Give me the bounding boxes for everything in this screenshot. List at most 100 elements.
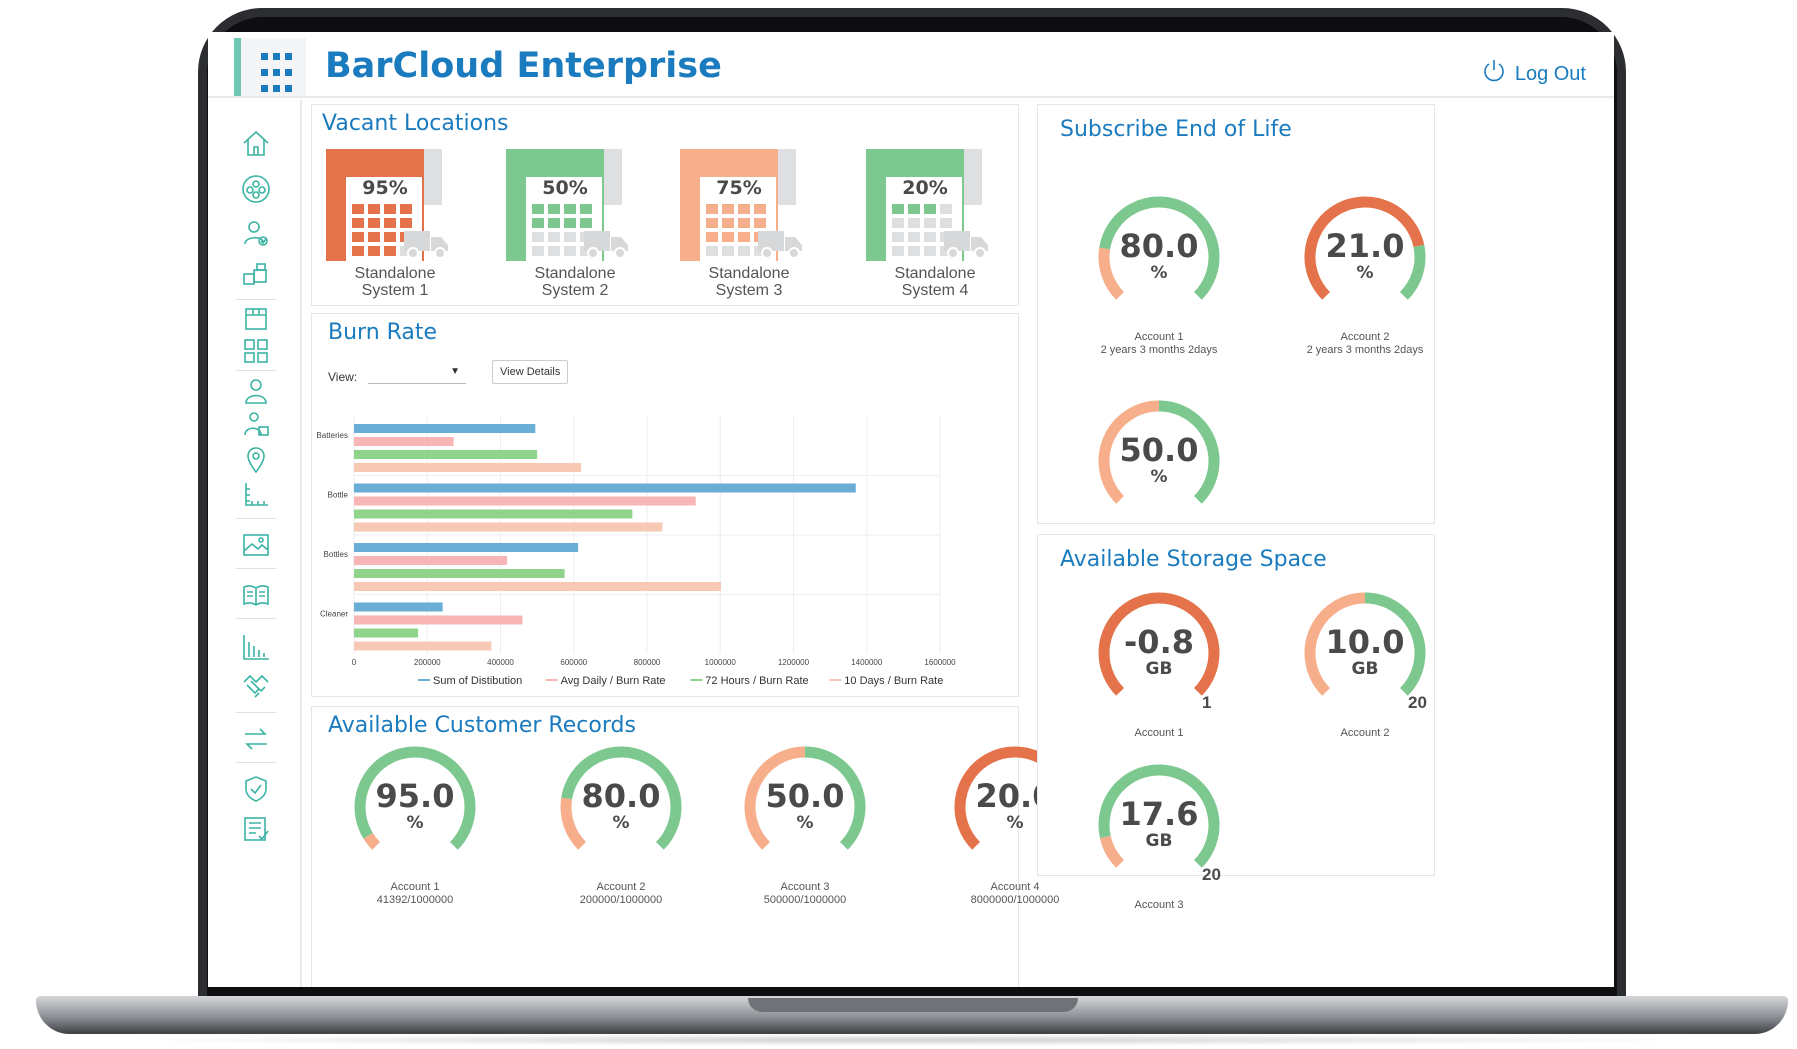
legend-label: 72 Hours / Burn Rate bbox=[705, 675, 808, 687]
location-pin-icon[interactable] bbox=[241, 445, 271, 475]
gauge-arc bbox=[1098, 400, 1220, 504]
legend-label: Sum of Distibution bbox=[433, 675, 522, 687]
legend-label: 10 Days / Burn Rate bbox=[844, 675, 943, 687]
gauge-value-arc bbox=[1098, 764, 1220, 868]
burn-rate-chart: 0 200000 400000 600000 800000 1000000 1200000 1… bbox=[316, 416, 956, 687]
gauge-unit: % bbox=[612, 813, 630, 833]
shield-check-icon[interactable] bbox=[241, 774, 271, 804]
bar bbox=[354, 437, 454, 446]
gauge-sublabel: 2 years 3 months 2days bbox=[1100, 344, 1218, 356]
gauge-sublabel: 8000000/1000000 bbox=[970, 894, 1060, 906]
bar bbox=[354, 582, 721, 591]
view-select[interactable]: ▼ bbox=[368, 362, 466, 384]
bar-chart-icon[interactable] bbox=[241, 632, 271, 662]
checklist-icon[interactable] bbox=[241, 814, 271, 844]
building-icon: 95% bbox=[326, 149, 464, 261]
end-of-life-title: Subscribe End of Life bbox=[1060, 117, 1292, 142]
burn-rate-title: Burn Rate bbox=[328, 320, 438, 345]
gauge: 17.6 GB 20 Account 3 bbox=[1082, 763, 1236, 912]
gauge: 95.0% Account 1 41392/1000000 bbox=[338, 745, 492, 907]
customer-records-panel: Available Customer Records 95.0% Account … bbox=[311, 706, 1076, 987]
gauge-value-arc bbox=[354, 746, 476, 850]
gauge-value: -0.8 bbox=[1124, 623, 1194, 661]
gauge-label: Account 2 bbox=[596, 881, 646, 893]
gauge-arc bbox=[560, 746, 682, 850]
power-icon bbox=[1481, 58, 1507, 90]
gauge-unit: % bbox=[796, 813, 814, 833]
gauge-value-arc bbox=[561, 746, 682, 850]
vacant-label-line2: System 3 bbox=[715, 282, 783, 299]
gauge-label: Account 2 bbox=[1340, 331, 1390, 343]
legend-label: Avg Daily / Burn Rate bbox=[561, 675, 666, 687]
vacant-locations-panel: Vacant Locations 95% Standalone System 1 50… bbox=[311, 104, 1019, 306]
gauge-unit: % bbox=[1356, 263, 1374, 283]
apps-menu-button[interactable] bbox=[234, 38, 306, 96]
transfer-icon[interactable] bbox=[241, 724, 271, 754]
grid-icon[interactable] bbox=[241, 336, 271, 366]
gauge-value: 50.0 bbox=[765, 777, 845, 815]
logout-button[interactable]: Log Out bbox=[1481, 58, 1586, 90]
gauge: -0.8 GB 1 Account 1 bbox=[1082, 591, 1236, 740]
vacant-label-line2: System 4 bbox=[901, 282, 969, 299]
gauge-remaining-arc bbox=[1099, 835, 1125, 868]
handshake-icon[interactable] bbox=[241, 672, 271, 702]
x-tick-label: 0 bbox=[352, 658, 357, 667]
community-icon[interactable] bbox=[241, 174, 271, 204]
gauge-remaining-arc bbox=[1304, 196, 1425, 300]
vacant-location-card: 50% Standalone System 2 bbox=[500, 149, 650, 299]
boxes-icon[interactable] bbox=[241, 260, 271, 290]
gauge-arc bbox=[1304, 592, 1426, 696]
gauge-value: 95.0 bbox=[375, 777, 455, 815]
category-label: Cleaner bbox=[320, 609, 348, 618]
gauge-remaining-arc bbox=[1098, 592, 1220, 696]
bar bbox=[354, 641, 492, 651]
ruler-icon[interactable] bbox=[241, 480, 271, 510]
book-icon[interactable] bbox=[241, 580, 271, 610]
gauge-arc bbox=[744, 746, 866, 850]
gauge-label: Account 1 bbox=[1134, 331, 1184, 343]
x-tick-label: 400000 bbox=[487, 658, 514, 667]
gauge-arc bbox=[1098, 196, 1220, 300]
gauge-remaining-arc bbox=[363, 832, 381, 850]
caret-down-icon: ▼ bbox=[450, 366, 460, 377]
gauge-unit: % bbox=[1150, 263, 1168, 283]
gauge-value-arc bbox=[1158, 400, 1220, 504]
view-label: View: bbox=[328, 370, 358, 384]
gauge-label: Account 1 bbox=[390, 881, 440, 893]
vacancy-percent: 95% bbox=[362, 177, 408, 199]
x-tick-label: 1600000 bbox=[924, 658, 956, 667]
view-details-button[interactable]: View Details bbox=[492, 360, 569, 384]
building-icon: 50% bbox=[506, 149, 644, 261]
image-icon[interactable] bbox=[241, 530, 271, 560]
gauge-unit: % bbox=[1006, 813, 1024, 833]
gauge-value: 17.6 bbox=[1119, 795, 1199, 833]
gauge-unit: GB bbox=[1145, 659, 1173, 679]
bar bbox=[354, 602, 443, 612]
bar bbox=[354, 569, 565, 578]
package-icon[interactable] bbox=[241, 304, 271, 334]
gauge-unit: GB bbox=[1351, 659, 1379, 679]
building-icon: 75% bbox=[680, 149, 818, 261]
gauge-max: 20 bbox=[1408, 693, 1427, 712]
vacant-location-card: 20% Standalone System 4 bbox=[860, 149, 1010, 299]
worker-icon[interactable] bbox=[241, 409, 271, 439]
laptop-notch bbox=[748, 998, 1078, 1012]
x-tick-label: 600000 bbox=[560, 658, 587, 667]
building-icon: 20% bbox=[866, 149, 1004, 261]
home-icon[interactable] bbox=[241, 128, 271, 158]
person-icon[interactable] bbox=[241, 376, 271, 406]
gauge-value: 80.0 bbox=[581, 777, 661, 815]
vacancy-percent: 75% bbox=[716, 177, 762, 199]
user-check-icon[interactable] bbox=[241, 218, 271, 248]
customer-records-title: Available Customer Records bbox=[328, 713, 636, 738]
gauge-label: Account 3 bbox=[1134, 899, 1184, 911]
logout-label: Log Out bbox=[1514, 62, 1586, 85]
gauge-value: 10.0 bbox=[1325, 623, 1405, 661]
vacancy-percent: 20% bbox=[902, 177, 948, 199]
gauge: 10.0 GB 20 Account 2 bbox=[1288, 591, 1442, 740]
gauge-unit: % bbox=[1150, 467, 1168, 487]
